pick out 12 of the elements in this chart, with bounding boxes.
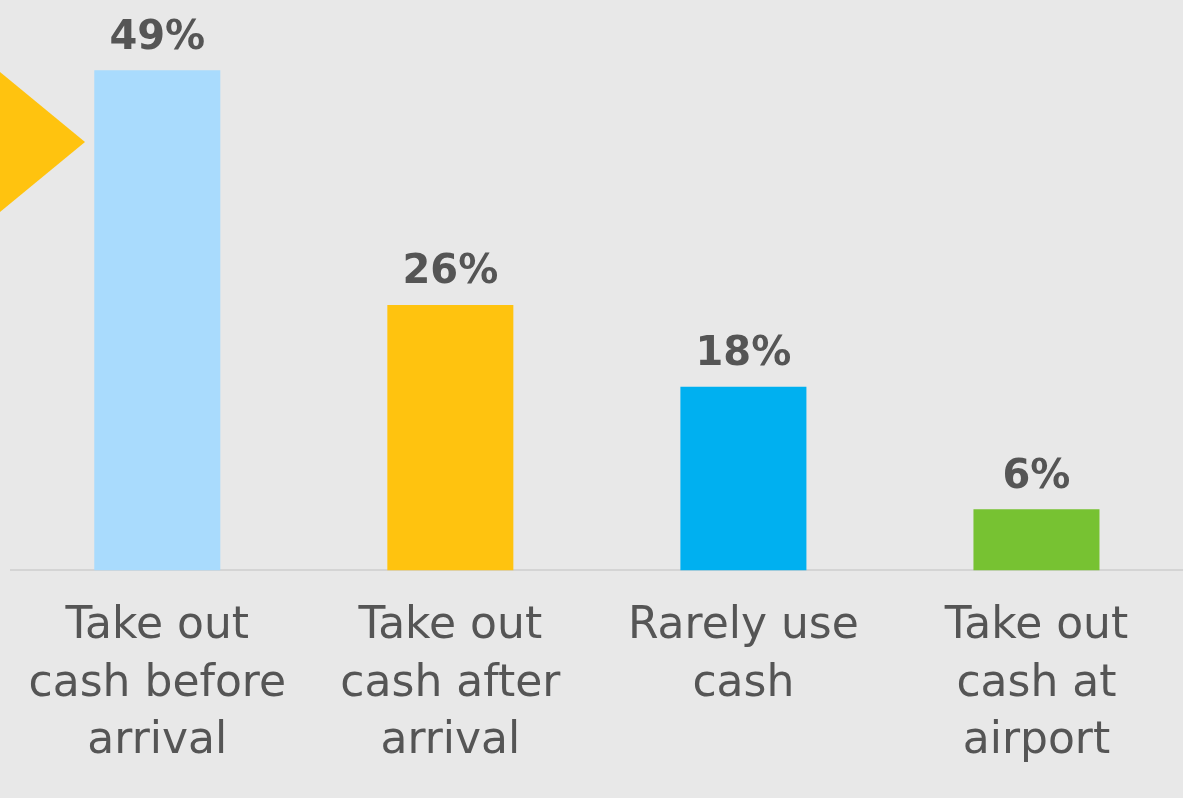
bar (680, 386, 807, 571)
x-tick-label: Rarely use cash (627, 597, 859, 706)
x-tick-label: Take out cash after arrival (340, 597, 562, 763)
data-label: 6% (1002, 450, 1071, 497)
bar (94, 70, 221, 571)
bar (973, 509, 1100, 571)
x-tick-label: Take out cash before arrival (28, 597, 287, 763)
bar (387, 304, 514, 571)
x-tick-label: Take out cash at airport (943, 597, 1129, 763)
data-label: 18% (695, 328, 792, 375)
data-label: 49% (109, 11, 206, 58)
data-label: 26% (402, 246, 499, 293)
